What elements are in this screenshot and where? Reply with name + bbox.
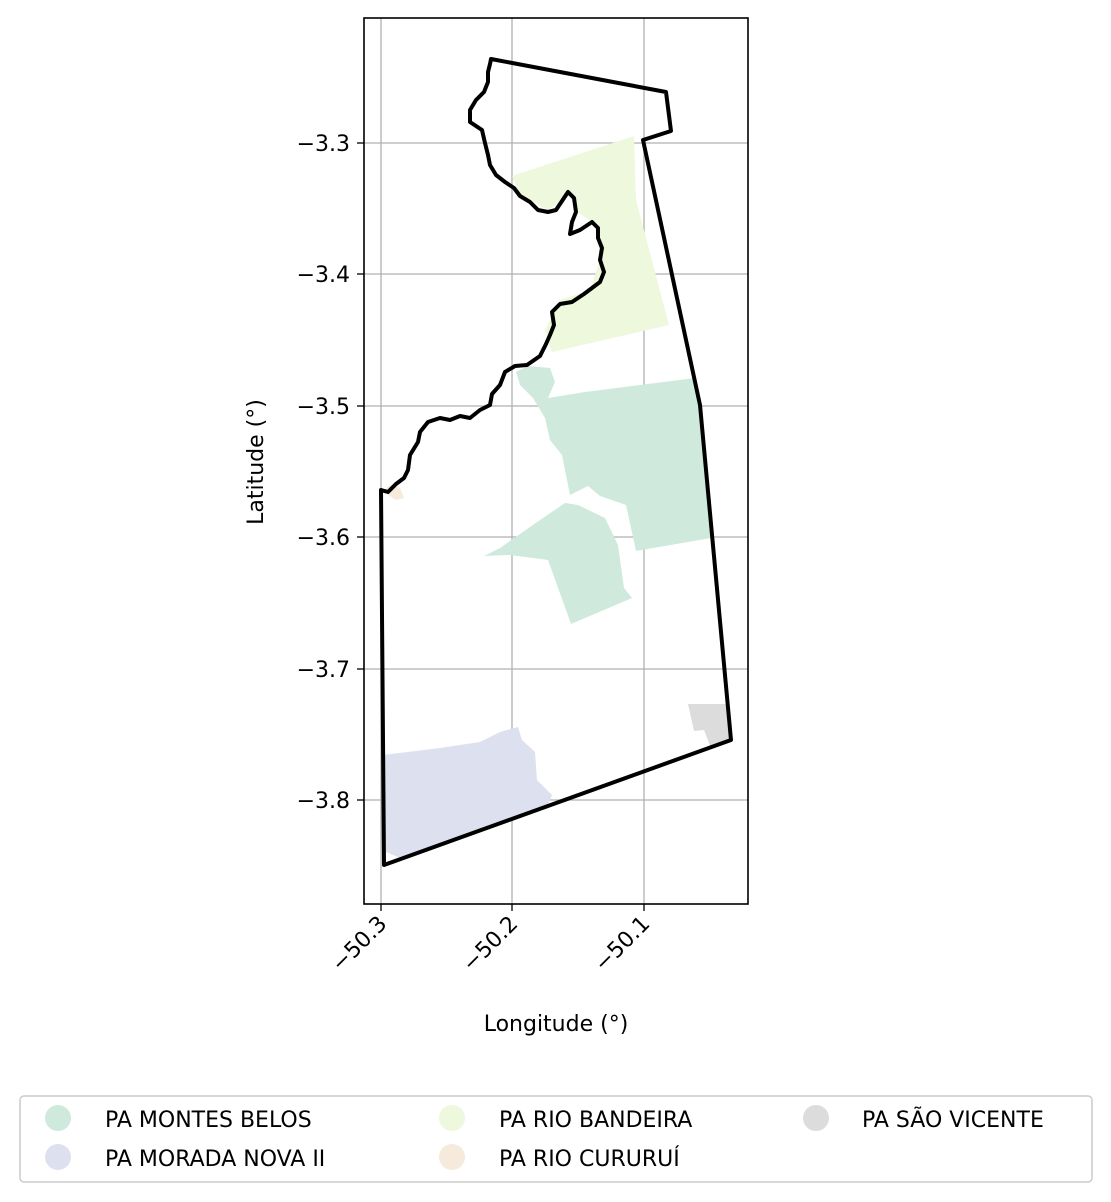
legend-label: PA MONTES BELOS: [105, 1108, 312, 1133]
y-tick-label: −3.3: [297, 132, 350, 157]
y-axis-label: Latitude (°): [244, 399, 269, 525]
region-pa-rio-bandeira: [512, 136, 669, 352]
x-axis: [380, 904, 645, 911]
y-tick-label: −3.7: [297, 658, 350, 683]
municipality-boundary: [379, 57, 733, 867]
legend-marker-pa-rio-bandeira: [439, 1105, 465, 1131]
legend-marker-pa-montes-belos: [45, 1105, 71, 1131]
y-tick-label: −3.6: [297, 526, 350, 551]
x-tick-label: −50.2: [458, 912, 523, 977]
x-axis-label: Longitude (°): [484, 1012, 629, 1037]
y-axis: [357, 142, 364, 801]
legend-label: PA RIO CURURUÍ: [499, 1146, 680, 1172]
region-pa-montes-belos-north: [516, 366, 711, 551]
region-pa-sao-vicente: [688, 704, 731, 746]
legend-marker-pa-morada-nova-ii: [45, 1144, 71, 1170]
legend-label: PA RIO BANDEIRA: [499, 1108, 692, 1133]
y-tick-label: −3.4: [297, 263, 350, 288]
region-pa-montes-belos-south: [484, 503, 632, 624]
x-tick-label: −50.3: [327, 912, 392, 977]
x-tick-label: −50.1: [590, 912, 655, 977]
legend-marker-pa-rio-cururui: [439, 1144, 465, 1170]
legend-label: PA SÃO VICENTE: [862, 1106, 1044, 1133]
plot-frame: [363, 17, 749, 905]
region-pa-morada-nova-ii: [383, 727, 552, 858]
region-pa-rio-cururui: [384, 484, 404, 500]
legend-marker-pa-sao-vicente: [803, 1105, 829, 1131]
y-tick-label: −3.8: [297, 789, 350, 814]
legend: PA MONTES BELOS PA MORADA NOVA II PA RIO…: [19, 1095, 1093, 1183]
y-tick-label: −3.5: [297, 395, 350, 420]
legend-label: PA MORADA NOVA II: [105, 1147, 325, 1172]
